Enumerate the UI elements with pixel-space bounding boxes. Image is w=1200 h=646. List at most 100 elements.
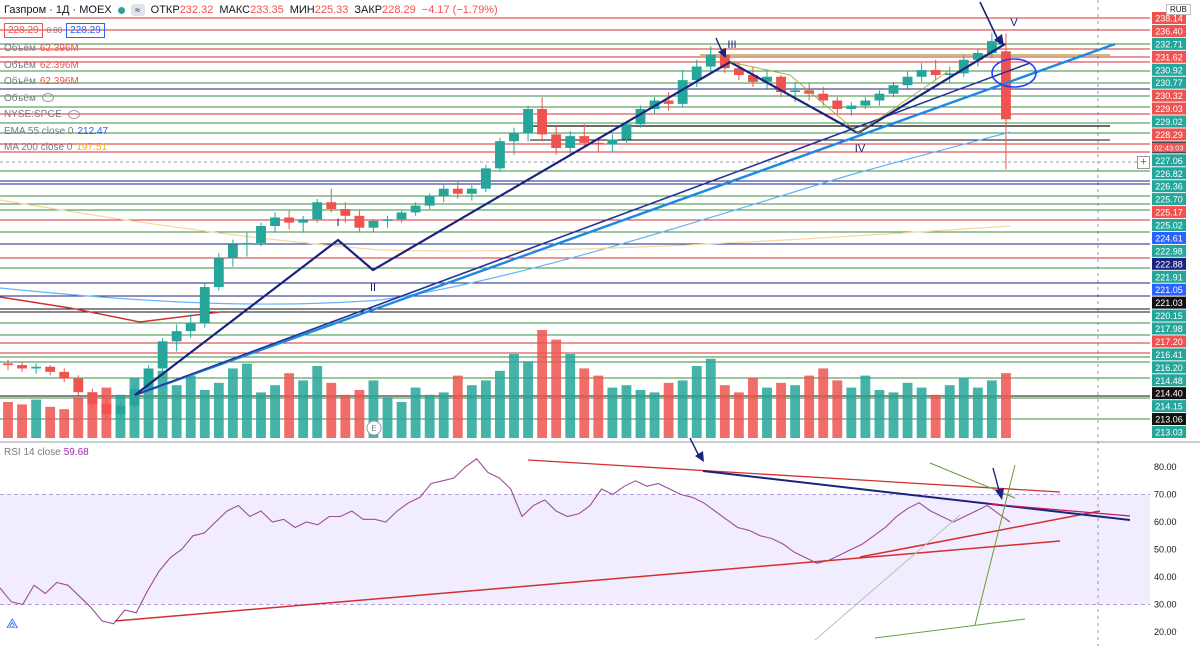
candle-body — [607, 139, 618, 145]
price-label: 225.02 — [1155, 221, 1183, 231]
volume-bar — [213, 382, 224, 438]
tradingview-logo-icon[interactable]: ⟁ — [6, 615, 19, 631]
price-label-box — [1152, 400, 1186, 413]
wave-label: II — [370, 282, 376, 294]
volume-bar — [888, 392, 899, 438]
price-label-box — [1152, 193, 1186, 206]
price-label: 226.82 — [1155, 169, 1183, 179]
volume-bar — [340, 394, 351, 438]
candle-body — [382, 219, 393, 221]
elliott-wave-path — [134, 43, 1006, 396]
candle-body — [986, 41, 997, 54]
price-label: 230.92 — [1155, 65, 1183, 75]
price-label-box — [1152, 12, 1186, 24]
volume-bar — [87, 392, 98, 438]
candle-body — [242, 242, 252, 245]
candle-body — [466, 188, 477, 194]
candle-body — [537, 108, 548, 135]
symbol-title[interactable]: Газпром · 1Д · MOEX — [4, 4, 112, 16]
price-label-box — [1152, 309, 1186, 322]
rsi-axis-label: 60.00 — [1154, 517, 1177, 527]
volume-bar — [846, 387, 857, 438]
indicator-legend-item[interactable]: Объём 62.396M — [4, 43, 79, 54]
volume-bar — [452, 375, 463, 438]
add-level-plus-icon[interactable]: + — [1137, 156, 1150, 169]
change-value: −4.17 (−1.79%) — [421, 4, 498, 16]
candle-body — [438, 188, 449, 196]
candle-body — [199, 287, 210, 323]
indicator-value: 62.396M — [39, 59, 79, 71]
volume-bar — [607, 387, 618, 438]
volume-bar — [523, 361, 533, 438]
price-label: 222.98 — [1155, 246, 1183, 256]
candle-body — [874, 93, 885, 101]
volume-bar — [326, 382, 337, 438]
candle-body — [396, 212, 407, 220]
candle-body — [87, 392, 98, 405]
indicator-label: EMA 55 close 0 — [4, 125, 74, 137]
candle-body — [17, 365, 27, 369]
price-label: 216.20 — [1155, 363, 1183, 373]
hidden-eye-icon[interactable] — [41, 93, 54, 103]
indicator-label: MA 200 close 0 — [4, 142, 73, 153]
candle-body — [818, 93, 829, 101]
ask-price[interactable]: 228.29 — [66, 23, 105, 38]
candle-body — [171, 331, 182, 342]
indicator-legend-item[interactable]: Объём — [4, 93, 54, 104]
price-label-box — [1152, 128, 1186, 141]
volume-bar — [663, 382, 674, 438]
price-label: 225.17 — [1155, 208, 1183, 218]
indicator-legend-item[interactable]: NYSE:SPGE — [4, 109, 80, 120]
price-label: 229.02 — [1155, 117, 1183, 127]
price-label: 221.03 — [1155, 298, 1183, 308]
countdown-box — [1152, 143, 1186, 152]
indicator-legend-item[interactable]: Объём 62.396M — [4, 76, 79, 87]
price-label-box — [1152, 413, 1186, 426]
price-label-box — [1152, 374, 1186, 387]
currency-badge[interactable]: RUB — [1166, 4, 1191, 15]
volume-bar — [185, 375, 196, 438]
volume-bar — [635, 390, 646, 438]
volume-bar — [593, 375, 604, 438]
volume-bar — [565, 354, 576, 438]
rsi-axis-label: 20.00 — [1154, 627, 1177, 637]
low-label: МИН — [289, 4, 315, 16]
price-label: 217.98 — [1155, 324, 1183, 334]
price-label: 221.05 — [1155, 285, 1183, 295]
volume-bar — [312, 366, 323, 438]
indicator-legend-item[interactable]: MA 200 close 0 197.51 — [4, 142, 107, 153]
low-value: 225.33 — [314, 4, 349, 16]
bid-price[interactable]: 228.29 — [4, 23, 43, 38]
volume-bar — [972, 387, 983, 438]
indicator-value: 62.396M — [39, 43, 79, 54]
volume-bar — [242, 363, 252, 438]
indicator-legend-item[interactable]: Объём 62.396M — [4, 60, 79, 71]
high-label: МАКС — [219, 4, 251, 16]
indicator-value: 212.47 — [77, 125, 109, 137]
volume-bar — [3, 402, 13, 438]
price-label: 227.06 — [1155, 156, 1183, 166]
price-label-box — [1152, 257, 1186, 270]
wave-label: III — [727, 39, 736, 51]
indicator-legend-item[interactable]: EMA 55 close 0 212.47 — [4, 126, 108, 137]
candle-body — [565, 136, 576, 148]
price-label: 226.36 — [1155, 182, 1183, 192]
ema-line — [0, 131, 1011, 305]
volume-bar — [73, 397, 84, 438]
highlight-ellipse — [991, 58, 1037, 88]
volume-bar — [298, 380, 309, 438]
volume-bar — [31, 399, 42, 438]
compare-icon[interactable]: ≈ — [130, 4, 145, 16]
price-label-box — [1152, 167, 1186, 180]
volume-bar — [284, 373, 295, 438]
price-label: 221.91 — [1155, 272, 1183, 282]
rsi-legend[interactable]: RSI 14 close 59.68 — [4, 447, 89, 458]
price-label-box — [1152, 37, 1186, 50]
rsi-axis-label: 50.00 — [1154, 545, 1177, 555]
price-label-box — [1152, 244, 1186, 257]
price-label: 216.41 — [1155, 350, 1183, 360]
price-label-box — [1152, 180, 1186, 193]
hidden-eye-icon[interactable] — [67, 109, 80, 119]
volume-bar — [438, 392, 449, 438]
